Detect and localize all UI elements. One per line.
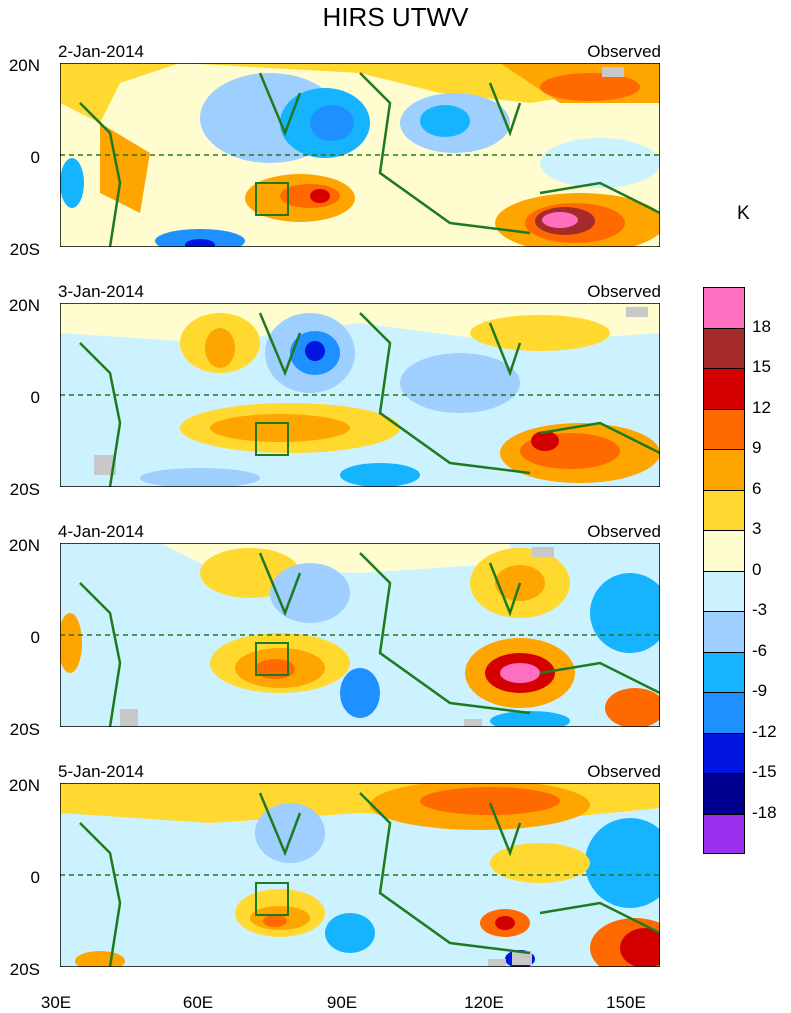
lat-label-20n: 20N	[8, 776, 40, 795]
colorbar-swatch	[703, 449, 745, 490]
lat-label-eq: 0	[30, 628, 40, 647]
lon-label-120e: 120E	[464, 993, 504, 1012]
map-panel-4: 5-Jan-2014 Observed 20N 0 20S	[0, 762, 791, 979]
colorbar-tick-label: -15	[752, 762, 777, 781]
colorbar-tick-label: 3	[752, 519, 762, 538]
colorbar-swatch	[703, 773, 745, 814]
colorbar-tick-label: -6	[752, 640, 768, 660]
panel-label: Observed	[587, 282, 661, 301]
lat-label-20s: 20S	[9, 720, 40, 739]
panel-date: 4-Jan-2014	[58, 522, 145, 541]
lat-label-20n: 20N	[8, 296, 40, 315]
anomaly-map	[60, 303, 660, 487]
map-panel-1: 2-Jan-2014 Observed 20N 0 20S	[0, 42, 791, 259]
colorbar-swatch	[703, 570, 745, 611]
colorbar-tick-label: -3	[752, 600, 768, 619]
colorbar-swatch	[703, 530, 745, 571]
colorbar-swatch	[703, 489, 745, 530]
lat-label-eq: 0	[30, 148, 40, 167]
lat-label-20s: 20S	[9, 960, 40, 979]
colorbar-swatch	[703, 327, 745, 368]
colorbar-swatch	[703, 287, 745, 328]
colorbar-tick-label: -9	[752, 681, 768, 700]
anomaly-map	[60, 783, 660, 967]
panel-label: Observed	[587, 762, 661, 781]
lon-label-90e: 90E	[326, 993, 358, 1012]
colorbar-tick-label: 0	[752, 559, 762, 579]
colorbar-tick-label: -18	[752, 802, 777, 822]
colorbar-swatch	[703, 368, 745, 409]
lat-label-20s: 20S	[9, 240, 40, 259]
anomaly-map	[60, 543, 660, 727]
map-panel-3: 4-Jan-2014 Observed 20N 0 20S	[0, 522, 791, 739]
panel-date: 5-Jan-2014	[58, 762, 145, 781]
colorbar-tick-label: 9	[752, 438, 762, 457]
map-panel-2: 3-Jan-2014 Observed 20N 0 20S	[0, 282, 791, 499]
colorbar-swatch	[703, 813, 745, 854]
lat-label-20n: 20N	[8, 56, 40, 75]
lon-label-30e: 30E	[40, 993, 72, 1012]
colorbar-swatch	[703, 611, 745, 652]
lat-label-eq: 0	[30, 388, 40, 407]
panel-label: Observed	[587, 522, 661, 541]
colorbar	[703, 287, 745, 854]
colorbar-tick-label: 12	[752, 397, 771, 417]
figure-title: HIRS UTWV	[322, 2, 469, 32]
lat-label-20s: 20S	[9, 480, 40, 499]
colorbar-tick-label: 18	[752, 316, 771, 336]
panel-date: 3-Jan-2014	[58, 282, 145, 301]
panel-date: 2-Jan-2014	[58, 42, 145, 61]
colorbar-tick-label: 15	[752, 357, 771, 376]
colorbar-swatch	[703, 651, 745, 692]
colorbar-swatch	[703, 408, 745, 449]
lon-label-60e: 60E	[182, 993, 214, 1012]
colorbar-unit: K	[737, 203, 750, 224]
colorbar-tick-label: 6	[752, 478, 762, 498]
lon-label-150e: 150E	[606, 993, 646, 1012]
panel-label: Observed	[587, 42, 661, 61]
lat-label-eq: 0	[30, 868, 40, 887]
colorbar-swatch	[703, 692, 745, 733]
anomaly-map	[60, 63, 660, 247]
colorbar-tick-label: -12	[752, 721, 777, 741]
colorbar-swatch	[703, 732, 745, 773]
lat-label-20n: 20N	[8, 536, 40, 555]
